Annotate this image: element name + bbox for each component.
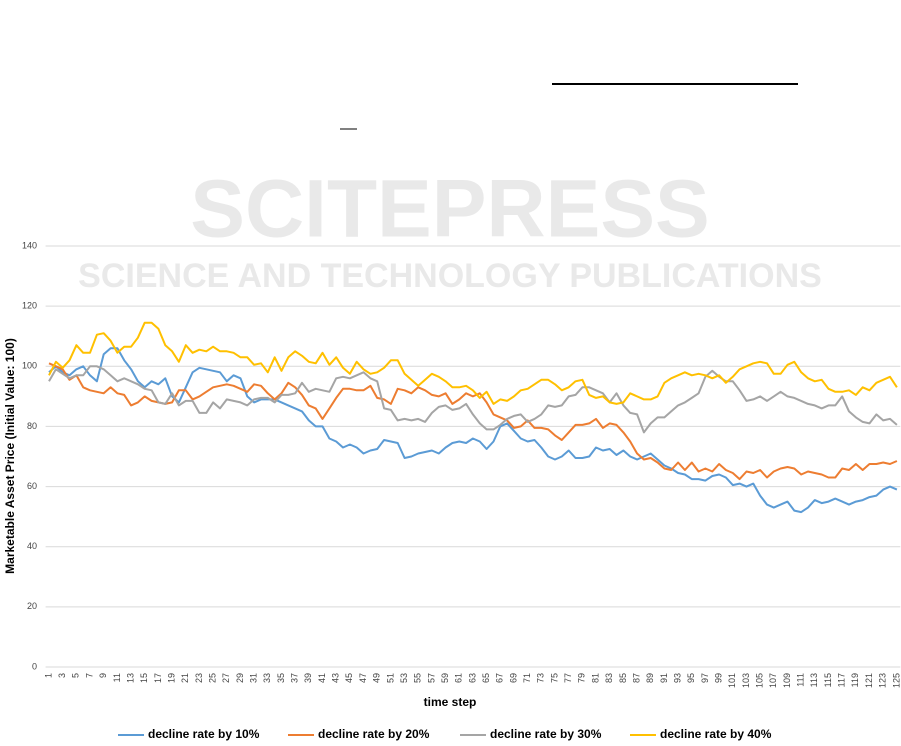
x-tick-label: 121 <box>864 673 874 688</box>
x-tick-label: 13 <box>125 673 135 683</box>
x-tick-label: 25 <box>207 673 217 683</box>
x-tick-label: 105 <box>755 673 765 688</box>
x-tick-label: 63 <box>467 673 477 683</box>
y-tick-label: 20 <box>27 601 37 611</box>
y-tick-label: 100 <box>22 361 37 371</box>
x-tick-label: 41 <box>317 673 327 683</box>
y-tick-label: 140 <box>22 240 37 250</box>
x-tick-label: 55 <box>413 673 423 683</box>
x-tick-label: 31 <box>249 673 259 683</box>
x-tick-label: 97 <box>700 673 710 683</box>
x-tick-label: 85 <box>618 673 628 683</box>
watermark-subtitle: SCIENCE AND TECHNOLOGY PUBLICATIONS <box>78 257 822 295</box>
y-tick-label: 60 <box>27 481 37 491</box>
x-tick-label: 29 <box>235 673 245 683</box>
x-tick-label: 119 <box>850 673 860 687</box>
x-tick-label: 83 <box>604 673 614 683</box>
y-tick-label: 120 <box>22 301 37 311</box>
x-axis-title: time step <box>424 695 477 709</box>
x-tick-label: 103 <box>741 673 751 688</box>
watermark-title: SCITEPRESS <box>190 164 709 255</box>
x-tick-label: 89 <box>645 673 655 683</box>
x-tick-label: 33 <box>262 673 272 683</box>
x-tick-label: 11 <box>112 673 122 682</box>
legend-label: decline rate by 20% <box>318 727 430 741</box>
x-tick-label: 67 <box>495 673 505 683</box>
x-tick-label: 37 <box>290 673 300 683</box>
x-tick-label: 3 <box>57 673 67 678</box>
x-tick-label: 117 <box>837 673 847 687</box>
x-tick-label: 15 <box>139 673 149 683</box>
x-tick-label: 53 <box>399 673 409 683</box>
x-tick-label: 1 <box>43 673 53 678</box>
x-tick-label: 35 <box>276 673 286 683</box>
x-tick-label: 17 <box>153 673 163 683</box>
y-axis-title: Marketable Asset Price (Initial Value: 1… <box>3 338 17 574</box>
x-tick-label: 19 <box>166 673 176 683</box>
x-tick-label: 113 <box>809 673 819 687</box>
x-tick-label: 71 <box>522 673 532 683</box>
x-tick-label: 115 <box>823 673 833 687</box>
x-tick-label: 47 <box>358 673 368 683</box>
x-tick-label: 43 <box>331 673 341 683</box>
x-tick-label: 109 <box>782 673 792 688</box>
x-tick-label: 95 <box>686 673 696 683</box>
y-tick-label: 80 <box>27 421 37 431</box>
x-tick-label: 75 <box>549 673 559 683</box>
x-tick-label: 49 <box>372 673 382 683</box>
x-tick-label: 87 <box>631 673 641 683</box>
x-tick-label: 39 <box>303 673 313 683</box>
x-tick-label: 57 <box>426 673 436 683</box>
x-tick-label: 91 <box>659 673 669 683</box>
x-tick-label: 69 <box>508 673 518 683</box>
x-tick-label: 61 <box>454 673 464 683</box>
x-tick-label: 107 <box>768 673 778 688</box>
x-tick-label: 9 <box>98 673 108 678</box>
x-tick-label: 21 <box>180 673 190 683</box>
x-tick-label: 51 <box>385 673 395 683</box>
x-tick-label: 73 <box>536 673 546 683</box>
x-tick-label: 93 <box>672 673 682 683</box>
x-tick-label: 45 <box>344 673 354 683</box>
series-line <box>48 365 898 434</box>
x-tick-label: 7 <box>84 673 94 678</box>
series-line <box>48 321 898 405</box>
x-tick-label: 5 <box>71 673 81 678</box>
x-tick-label: 101 <box>727 673 737 688</box>
x-tick-label: 77 <box>563 673 573 683</box>
x-tick-label: 65 <box>481 673 491 683</box>
x-tick-label: 125 <box>891 673 901 688</box>
legend-label: decline rate by 10% <box>148 727 260 741</box>
x-tick-label: 59 <box>440 673 450 683</box>
series-line <box>48 362 898 481</box>
y-tick-label: 0 <box>32 661 37 671</box>
x-tick-label: 111 <box>796 673 806 687</box>
x-tick-label: 79 <box>577 673 587 683</box>
y-tick-label: 40 <box>27 541 37 551</box>
legend-label: decline rate by 40% <box>660 727 772 741</box>
series-line <box>48 347 898 514</box>
x-tick-label: 123 <box>878 673 888 688</box>
x-tick-label: 99 <box>713 673 723 683</box>
x-tick-label: 27 <box>221 673 231 683</box>
x-tick-label: 23 <box>194 673 204 683</box>
x-tick-label: 81 <box>590 673 600 683</box>
legend-label: decline rate by 30% <box>490 727 602 741</box>
